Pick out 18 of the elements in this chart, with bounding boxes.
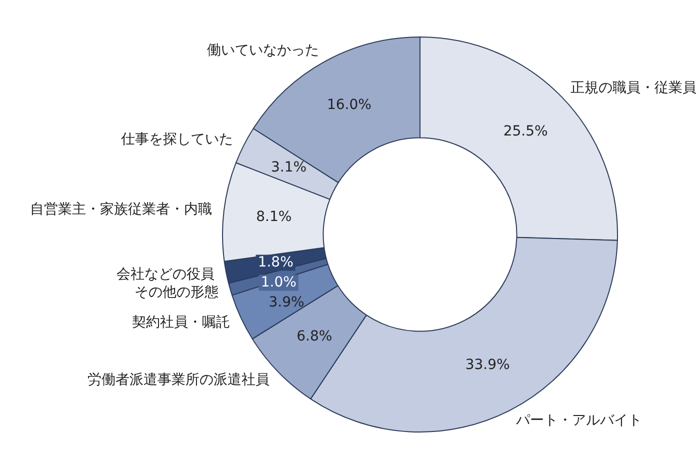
slice-label: パート・アルバイト xyxy=(515,412,642,428)
data-label: 6.8% xyxy=(296,328,332,345)
data-label: 3.9% xyxy=(268,294,304,310)
slice-label: 労働者派遣事業所の派遣社員 xyxy=(88,372,270,388)
data-label: 25.5% xyxy=(503,124,548,140)
data-label: 33.9% xyxy=(465,356,510,373)
slice-label: 正規の職員・従業員 xyxy=(570,80,696,96)
data-label: 8.1% xyxy=(256,208,292,225)
data-label: 3.1% xyxy=(270,160,307,176)
slice-label: 契約社員・嘱託 xyxy=(132,314,230,330)
slice-label: その他の形態 xyxy=(134,284,219,300)
data-label: 16.0% xyxy=(326,97,372,114)
slice-label: 自営業主・家族従業者・内職 xyxy=(30,202,212,218)
slice-label: 仕事を探していた xyxy=(120,131,234,148)
data-label: 1.0% xyxy=(260,274,296,290)
slice-label: 働いていなかった xyxy=(207,42,320,59)
data-label: 1.8% xyxy=(258,254,294,270)
slice-label: 会社などの役員 xyxy=(116,266,214,282)
